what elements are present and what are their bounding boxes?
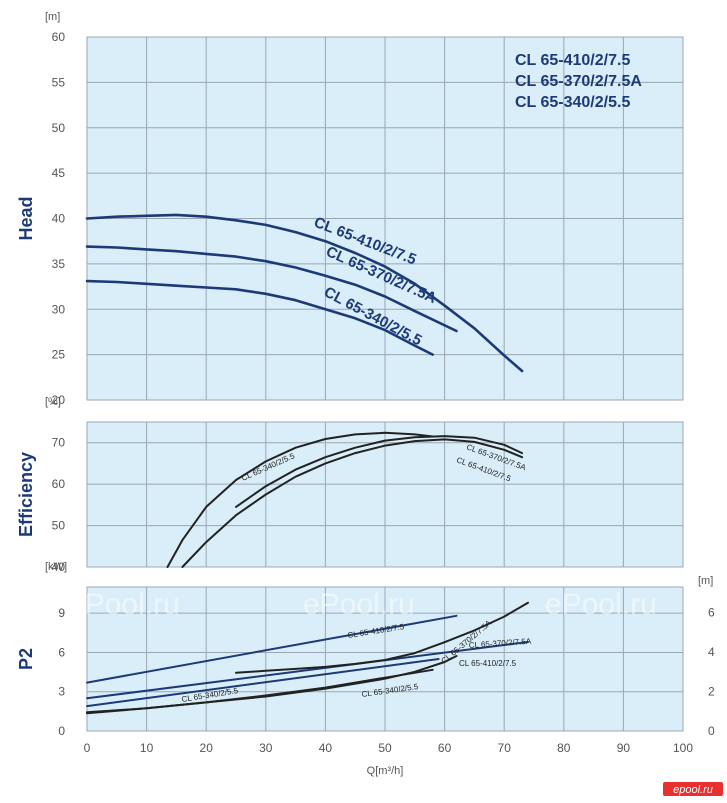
y-tick-label-efficiency: 70	[52, 436, 66, 450]
y-axis-label-head: Head	[16, 196, 36, 240]
y-unit-p2: [kW]	[45, 561, 67, 573]
right-y-tick-label: 0	[708, 724, 715, 738]
series-line-head-1	[85, 245, 458, 333]
y-tick-label-p2: 9	[58, 606, 65, 620]
y-tick-label-head: 20	[52, 393, 66, 407]
x-tick-label: 0	[84, 741, 91, 755]
x-tick-label: 90	[617, 741, 631, 755]
legend-entry: CL 65-410/2/7.5	[515, 52, 630, 69]
y-tick-label-head: 50	[52, 121, 66, 135]
y-tick-label-head: 30	[52, 302, 66, 316]
y-tick-label-head: 35	[52, 257, 66, 271]
legend-entry: CL 65-340/2/5.5	[515, 94, 630, 111]
x-tick-label: 100	[673, 741, 693, 755]
y-tick-label-head: 25	[52, 348, 66, 362]
x-tick-label: 10	[140, 741, 154, 755]
x-tick-label: 60	[438, 741, 452, 755]
x-tick-label: 40	[319, 741, 333, 755]
series-line-p2-0	[86, 614, 458, 684]
y-axis-label-p2: P2	[16, 648, 36, 670]
y-tick-label-head: 45	[52, 166, 66, 180]
right-y-tick-label: 6	[708, 606, 715, 620]
curve-label-p2: CL 65-370/2/7.5A	[469, 637, 533, 650]
y-tick-label-head: 55	[52, 75, 66, 89]
series-line-head-2	[85, 279, 434, 356]
y-unit-efficiency: [%]	[45, 396, 61, 408]
series-line-efficiency-1	[235, 435, 524, 508]
y-tick-label-efficiency: 60	[52, 477, 66, 491]
y-tick-label-p2: 6	[58, 645, 65, 659]
x-tick-label: 50	[378, 741, 392, 755]
x-tick-label: 30	[259, 741, 273, 755]
y-tick-label-efficiency: 40	[52, 560, 66, 574]
brand-text: epool.ru	[673, 784, 713, 796]
curve-label-p2: CL 65-410/2/7.5	[459, 659, 517, 668]
series-line-head-0	[85, 213, 524, 373]
series-line-p2-1	[86, 641, 529, 700]
brand-badge	[663, 782, 723, 796]
watermark-text: ePool.ru	[303, 588, 415, 621]
right-y-tick-label: 4	[708, 645, 715, 659]
series-line-p2-5	[86, 668, 434, 715]
x-axis-label: Q[m³/h]	[367, 765, 404, 777]
right-y-tick-label: 2	[708, 685, 715, 699]
series-line-efficiency-2	[181, 438, 524, 568]
y-tick-label-efficiency: 50	[52, 519, 66, 533]
x-tick-label: 80	[557, 741, 571, 755]
legend-entry: CL 65-370/2/7.5A	[515, 73, 642, 90]
x-tick-label: 70	[498, 741, 512, 755]
y-tick-label-head: 60	[52, 30, 66, 44]
series-line-efficiency-0	[166, 431, 434, 568]
y-axis-label-efficiency: Efficiency	[16, 452, 36, 537]
y-unit-head: [m]	[45, 11, 60, 23]
y-tick-label-p2: 3	[58, 685, 65, 699]
watermark-text: ePool.ru	[545, 588, 657, 621]
right-y-unit: [m]	[698, 575, 713, 587]
series-line-p2-2	[86, 658, 440, 708]
y-tick-label-p2: 0	[58, 724, 65, 738]
series-line-p2-3	[235, 601, 529, 674]
y-tick-label-head: 40	[52, 212, 66, 226]
watermark-text: ePool.ru	[68, 588, 180, 621]
x-tick-label: 20	[200, 741, 214, 755]
